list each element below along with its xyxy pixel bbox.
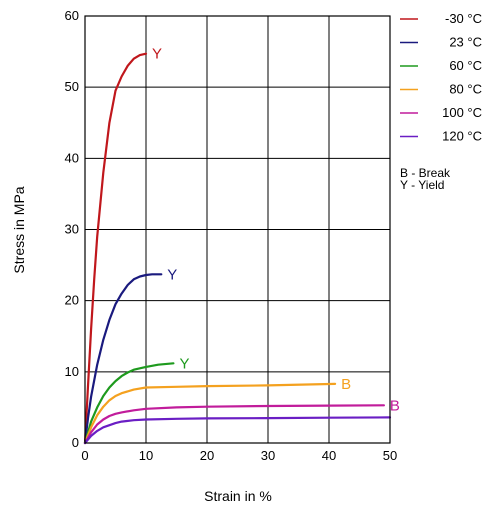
series-line (83, 273, 163, 445)
legend-entry-label: 100 °C (442, 105, 482, 120)
x-tick-label: 10 (139, 448, 153, 463)
y-axis-label: Stress in MPa (11, 186, 27, 273)
plot-frame (84, 15, 391, 444)
y-tick-label: 40 (65, 150, 79, 165)
end-marker-label: B (341, 376, 351, 393)
end-marker-label: Y (167, 266, 177, 283)
legend-note-line: B - Break (400, 166, 451, 180)
x-tick-label: 0 (81, 448, 88, 463)
x-tick-label: 50 (383, 448, 397, 463)
y-tick-label: 10 (65, 364, 79, 379)
end-marker-label: B (390, 397, 400, 414)
legend-entry-label: 80 °C (449, 82, 482, 97)
y-tick-label: 0 (72, 435, 79, 450)
x-tick-label: 40 (322, 448, 336, 463)
y-tick-label: 20 (65, 293, 79, 308)
series-layer: Y Y Y B B (83, 46, 400, 445)
legend-entry-label: 120 °C (442, 129, 482, 144)
end-marker-label: Y (179, 355, 189, 372)
tick-labels: 0 10 20 30 40 50 0 10 20 30 40 50 60 (65, 8, 398, 463)
end-marker-label: Y (152, 46, 162, 63)
y-tick-label: 60 (65, 8, 79, 23)
x-tick-label: 20 (200, 448, 214, 463)
x-axis-label: Strain in % (204, 488, 272, 504)
legend-entry-label: 23 °C (449, 35, 482, 50)
series-line (83, 52, 148, 445)
y-tick-label: 50 (65, 79, 79, 94)
legend: -30 °C 23 °C 60 °C 80 °C 100 °C 120 °C (400, 11, 482, 144)
legend-entry-label: 60 °C (449, 58, 482, 73)
legend-entry-label: -30 °C (445, 11, 482, 26)
y-tick-label: 30 (65, 222, 79, 237)
x-tick-label: 30 (261, 448, 275, 463)
series-line (83, 416, 392, 445)
series-line (83, 404, 385, 445)
series-line (83, 382, 337, 445)
series-line (83, 362, 175, 445)
legend-note-line: Y - Yield (400, 178, 444, 192)
